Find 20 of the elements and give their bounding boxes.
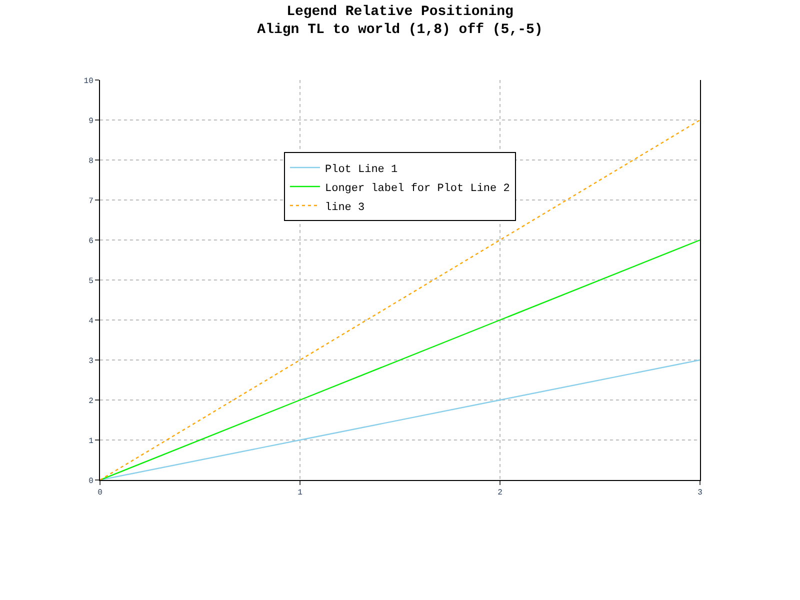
y-tick-label: 4 — [88, 316, 94, 326]
y-tick-label: 7 — [88, 196, 94, 206]
chart-title: Legend Relative Positioning — [286, 4, 514, 20]
x-tick-label: 1 — [298, 488, 303, 498]
y-tick-label: 3 — [88, 356, 94, 366]
legend-label: Longer label for Plot Line 2 — [325, 182, 510, 195]
y-tick-label: 10 — [84, 76, 94, 86]
x-tick-label: 2 — [498, 488, 503, 498]
x-tick-label: 0 — [98, 488, 103, 498]
x-tick-label: 3 — [698, 488, 703, 498]
y-tick-label: 1 — [88, 436, 94, 446]
y-tick-label: 6 — [88, 236, 94, 246]
y-tick-label: 0 — [88, 476, 94, 486]
y-tick-label: 8 — [88, 156, 94, 166]
y-tick-label: 2 — [88, 396, 94, 406]
y-tick-label: 5 — [88, 276, 94, 286]
legend-label: line 3 — [325, 202, 365, 214]
legend-label: Plot Line 1 — [325, 164, 398, 176]
chart-subtitle: Align TL to world (1,8) off (5,-5) — [257, 22, 543, 38]
y-tick-label: 9 — [88, 116, 94, 126]
